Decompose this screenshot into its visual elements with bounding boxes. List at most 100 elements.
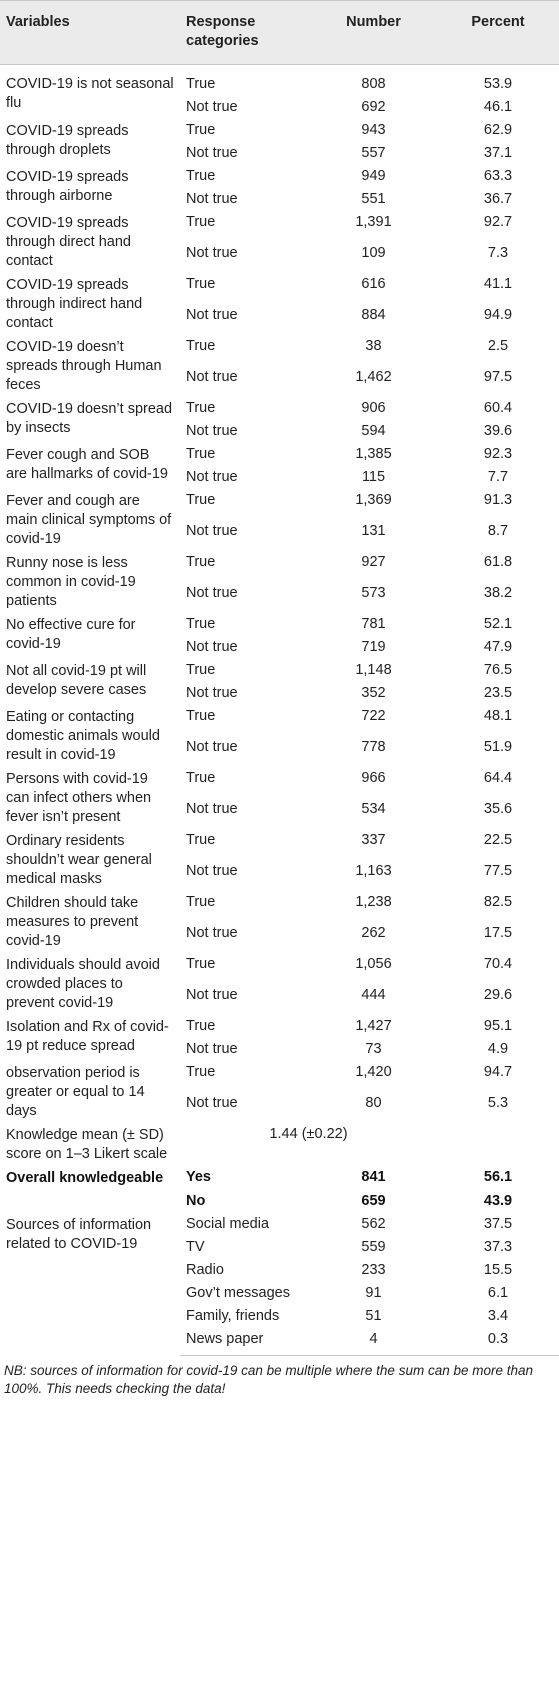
response-category: True	[186, 770, 216, 786]
response-category: True	[186, 338, 216, 354]
percent-cell: 47.9	[483, 639, 513, 655]
variable-label: Eating or contacting domestic animals wo…	[6, 709, 160, 763]
percent-cell: 6.1	[487, 1285, 509, 1301]
response-category: True	[186, 400, 216, 416]
variable-label: COVID-19 spreads through droplets	[6, 123, 129, 158]
response-category: True	[186, 76, 216, 92]
response-category: Not true	[186, 1041, 238, 1057]
number-cell: 551	[361, 191, 386, 207]
number-cell: 1,238	[355, 894, 392, 910]
percent-cell: 17.5	[483, 925, 513, 941]
number-cell: 943	[361, 122, 386, 138]
table-row: Not true 557 37.1	[0, 142, 559, 165]
response-category: Not true	[186, 99, 238, 115]
table-row: Not true 73 4.9	[0, 1038, 559, 1061]
table-row: Not true 1,163 77.5	[0, 860, 559, 891]
response-category: Not true	[186, 585, 238, 601]
table-row: Ordinary residents shouldn’t wear genera…	[0, 829, 559, 887]
percent-cell: 37.5	[483, 1216, 513, 1232]
number-cell: 1,462	[355, 369, 392, 385]
response-category: True	[186, 446, 216, 462]
response-category: True	[186, 1064, 216, 1080]
table-row: Not true 884 94.9	[0, 304, 559, 335]
variable-label: Persons with covid-19 can infect others …	[6, 771, 152, 825]
variable-label: COVID-19 doesn’t spreads through Human f…	[6, 339, 162, 393]
header-variables: Variables	[0, 0, 180, 65]
table-body: COVID-19 is not seasonal flu True 808 53.9 N…	[0, 65, 559, 1356]
percent-cell: 7.3	[487, 245, 509, 261]
percent-cell: 76.5	[483, 662, 513, 678]
variable-label: No effective cure for covid-19	[6, 617, 136, 652]
table-row: Not true 778 51.9	[0, 736, 559, 767]
header-percent: Percent	[437, 0, 559, 65]
table-row: Overall knowledgeable Yes 841 56.1	[0, 1166, 559, 1189]
table-row: Not true 534 35.6	[0, 798, 559, 829]
variable-label: Not all covid-19 pt will develop severe …	[6, 663, 147, 698]
table-row: No 659 43.9	[0, 1189, 559, 1213]
table-row: COVID-19 doesn’t spreads through Human f…	[0, 335, 559, 393]
knowledge-table: Variables Response categories Number Per…	[0, 0, 559, 1356]
number-cell: 594	[361, 423, 386, 439]
table-row: Persons with covid-19 can infect others …	[0, 767, 559, 825]
response-category: Radio	[186, 1262, 224, 1278]
table-row: Not true 551 36.7	[0, 188, 559, 211]
number-cell: 778	[361, 739, 386, 755]
number-cell: 91	[365, 1285, 382, 1301]
table-row: Not true 719 47.9	[0, 636, 559, 659]
response-category: Not true	[186, 307, 238, 323]
percent-cell: 97.5	[483, 369, 513, 385]
number-cell: 38	[365, 338, 382, 354]
percent-cell: 56.1	[483, 1169, 513, 1185]
table-row: Not true 352 23.5	[0, 682, 559, 705]
percent-cell: 5.3	[487, 1095, 509, 1111]
table-row: Not true 1,462 97.5	[0, 366, 559, 397]
percent-cell: 46.1	[483, 99, 513, 115]
variable-label: observation period is greater or equal t…	[6, 1065, 145, 1119]
percent-cell: 2.5	[487, 338, 509, 354]
number-cell: 781	[361, 616, 386, 632]
number-cell: 1,369	[355, 492, 392, 508]
number-cell: 1,056	[355, 956, 392, 972]
percent-cell: 63.3	[483, 168, 513, 184]
variable-label: Fever and cough are main clinical sympto…	[6, 493, 172, 547]
response-category: Not true	[186, 739, 238, 755]
response-category: True	[186, 616, 216, 632]
number-cell: 949	[361, 168, 386, 184]
table-row: Sources of information related to COVID-…	[0, 1213, 559, 1252]
number-cell: 927	[361, 554, 386, 570]
table-row: COVID-19 spreads through airborne True 949…	[0, 165, 559, 204]
number-cell: 352	[361, 685, 386, 701]
response-category: Not true	[186, 863, 238, 879]
percent-cell: 37.1	[483, 145, 513, 161]
percent-cell: 82.5	[483, 894, 513, 910]
table-footnote: NB: sources of information for covid-19 …	[4, 1363, 534, 1396]
number-cell: 1,427	[355, 1018, 392, 1034]
number-cell: 1,420	[355, 1064, 392, 1080]
response-category: Not true	[186, 469, 238, 485]
response-category: True	[186, 708, 216, 724]
variable-label: Ordinary residents shouldn’t wear genera…	[6, 833, 152, 887]
percent-cell: 3.4	[487, 1308, 509, 1324]
response-category: True	[186, 554, 216, 570]
response-category: Family, friends	[186, 1308, 280, 1324]
response-category: Not true	[186, 925, 238, 941]
response-category: True	[186, 214, 216, 230]
variable-label: Individuals should avoid crowded places …	[6, 957, 160, 1011]
table-container: Variables Response categories Number Per…	[0, 0, 559, 1396]
percent-cell: 39.6	[483, 423, 513, 439]
percent-cell: 53.9	[483, 76, 513, 92]
knowledge-mean-value: 1.44 (±0.22)	[269, 1126, 348, 1142]
number-cell: 562	[361, 1216, 386, 1232]
number-cell: 557	[361, 145, 386, 161]
percent-cell: 15.5	[483, 1262, 513, 1278]
number-cell: 884	[361, 307, 386, 323]
percent-cell: 94.9	[483, 307, 513, 323]
percent-cell: 48.1	[483, 708, 513, 724]
table-row: Not true 262 17.5	[0, 922, 559, 953]
number-cell: 233	[361, 1262, 386, 1278]
response-category: Not true	[186, 523, 238, 539]
number-cell: 659	[361, 1193, 386, 1209]
empty-cell	[437, 1123, 559, 1166]
response-category: True	[186, 276, 216, 292]
number-cell: 4	[310, 1328, 437, 1356]
